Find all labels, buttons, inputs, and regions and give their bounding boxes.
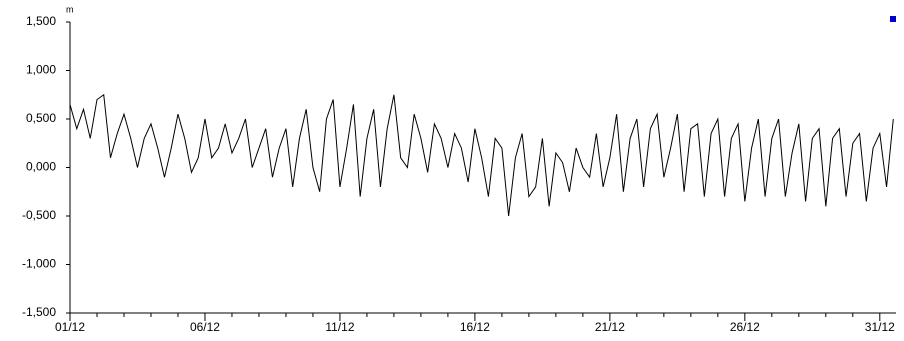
x-tick-label: 01/12 xyxy=(55,320,85,334)
y-tick-label: -0,500 xyxy=(22,208,56,222)
y-tick-label: 0,000 xyxy=(26,160,56,174)
x-tick-label: 16/12 xyxy=(460,320,490,334)
y-tick-label: 0,500 xyxy=(26,111,56,125)
y-tick-label: -1,000 xyxy=(22,257,56,271)
x-tick-label: 31/12 xyxy=(865,320,895,334)
x-tick-label: 26/12 xyxy=(730,320,760,334)
y-unit: m xyxy=(66,4,74,14)
legend-marker xyxy=(890,16,896,22)
y-tick-label: 1,500 xyxy=(26,14,56,28)
y-tick-label: -1,500 xyxy=(22,305,56,319)
x-tick-label: 21/12 xyxy=(595,320,625,334)
x-tick-label: 06/12 xyxy=(190,320,220,334)
y-tick-label: 1,000 xyxy=(26,63,56,77)
line xyxy=(69,93,894,217)
x-tick-label: 11/12 xyxy=(325,320,354,334)
